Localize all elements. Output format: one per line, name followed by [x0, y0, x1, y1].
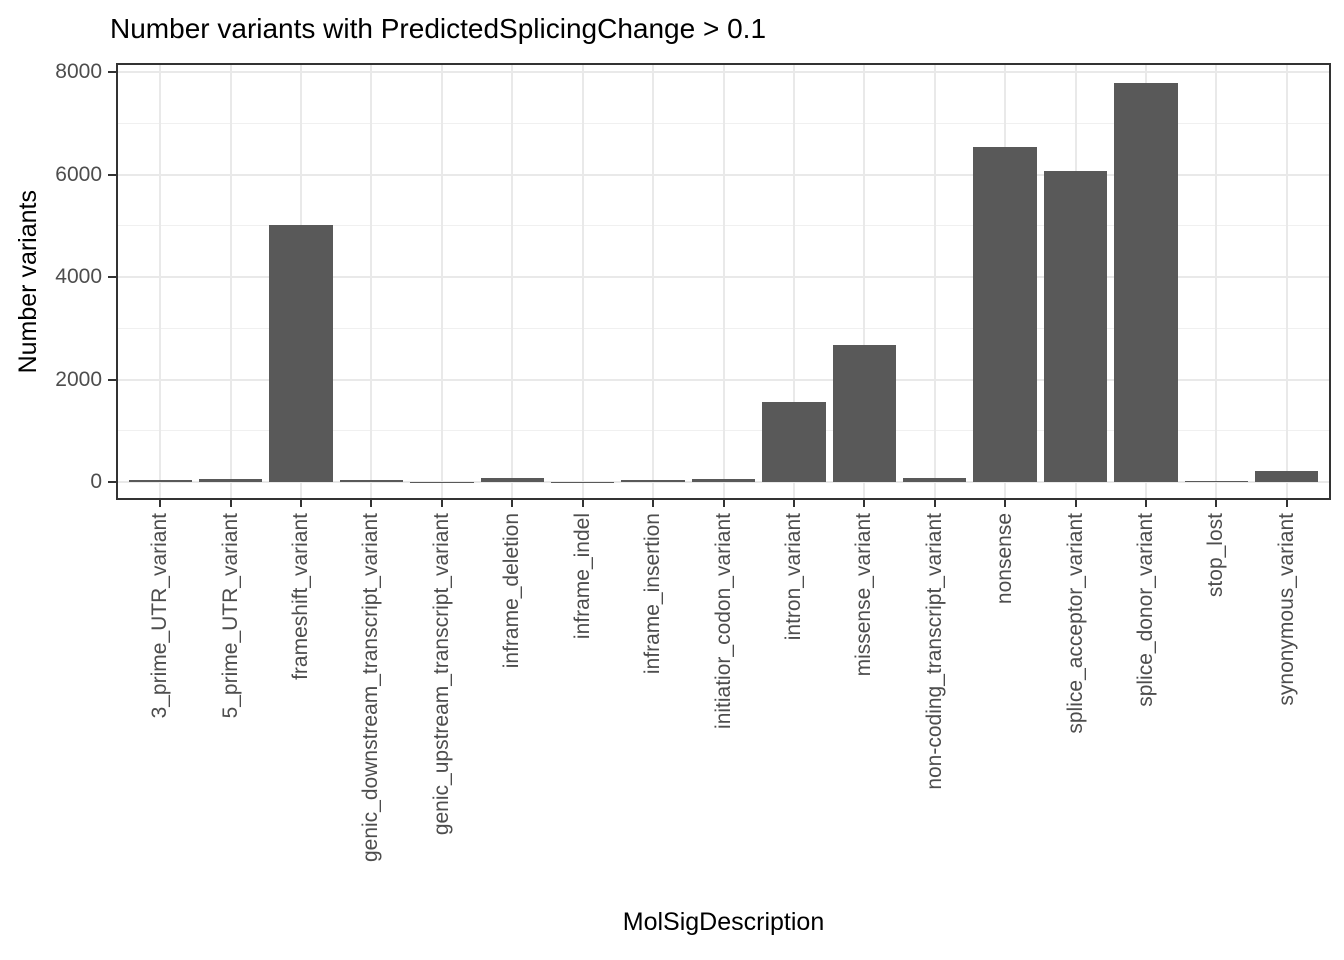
x-tick-label-text: splice_acceptor_variant	[1063, 513, 1087, 734]
v-gridline	[229, 65, 232, 498]
x-tick	[1285, 500, 1288, 507]
bar-nonsense	[973, 146, 1037, 482]
x-tick-label-text: stop_lost	[1204, 513, 1228, 598]
v-gridline	[581, 65, 584, 498]
v-gridline	[1215, 65, 1218, 498]
plot-panel	[116, 63, 1331, 500]
bar-stop_lost	[1184, 480, 1249, 482]
x-tick	[863, 500, 866, 507]
x-tick	[511, 500, 514, 507]
bar-5_prime_UTR_variant	[198, 479, 263, 482]
bar-inframe_deletion	[480, 477, 544, 482]
x-tick	[159, 500, 162, 507]
x-tick-label-text: synonymous_variant	[1274, 513, 1298, 706]
v-gridline	[370, 65, 373, 498]
y-tick	[108, 173, 116, 176]
v-gridline	[652, 65, 655, 498]
x-tick	[440, 500, 443, 507]
v-gridline	[159, 65, 162, 498]
y-tick-label: 6000	[55, 162, 102, 186]
x-tick-label-text: nonsense	[993, 513, 1017, 605]
x-tick	[1215, 500, 1218, 507]
y-tick	[108, 276, 116, 278]
x-tick-label-text: genic_upstream_transcript_variant	[429, 513, 453, 836]
y-tick-label: 2000	[55, 367, 102, 391]
x-tick-label-text: inframe_indel	[570, 513, 594, 640]
chart-title: Number variants with PredictedSplicingCh…	[110, 13, 767, 44]
x-tick	[370, 500, 373, 507]
x-tick	[581, 500, 584, 507]
x-tick	[1004, 500, 1007, 507]
v-gridline	[792, 65, 795, 498]
x-tick	[1074, 500, 1077, 507]
bar-3_prime_UTR_variant	[128, 480, 192, 482]
bar-intron_variant	[762, 401, 826, 482]
x-tick-label-text: missense_variant	[852, 513, 876, 677]
v-gridline	[722, 65, 725, 498]
x-axis-title: MolSigDescription	[622, 908, 825, 936]
v-gridline	[440, 65, 443, 498]
y-tick	[108, 71, 116, 73]
v-gridline	[1285, 65, 1288, 498]
y-tick-label: 8000	[55, 60, 102, 83]
y-tick	[108, 481, 116, 483]
x-tick	[300, 500, 303, 507]
bar-initiatior_codon_variant	[691, 478, 756, 482]
x-tick	[652, 500, 655, 507]
v-gridline	[933, 65, 936, 498]
bar-synonymous_variant	[1255, 470, 1319, 482]
x-tick-label-text: inframe_insertion	[641, 513, 665, 675]
v-gridline	[511, 65, 514, 498]
x-tick-label-text: splice_donor_variant	[1133, 513, 1157, 707]
bar-splice_acceptor_variant	[1043, 171, 1108, 482]
x-tick-label-text: inframe_deletion	[500, 513, 524, 669]
bar-splice_donor_variant	[1114, 83, 1178, 482]
x-tick-label-text: frameshift_variant	[289, 513, 313, 680]
bar-genic_downstream_transcript_variant	[339, 480, 404, 482]
x-tick-label-text: non-coding_transcript_variant	[922, 513, 946, 790]
bar-missense_variant	[832, 345, 896, 482]
bar-frameshift_variant	[269, 224, 333, 482]
x-tick	[1144, 500, 1147, 507]
x-tick-label-text: genic_downstream_transcript_variant	[359, 513, 383, 863]
y-tick-label: 4000	[55, 265, 102, 288]
x-tick-label-text: intron_variant	[781, 513, 805, 641]
y-tick	[108, 378, 116, 381]
v-gridline	[863, 65, 866, 498]
bar-non-coding_transcript_variant	[903, 478, 967, 482]
bar-inframe_insertion	[621, 480, 685, 482]
y-tick-label: 0	[90, 470, 102, 493]
x-tick-label-text: 5_prime_UTR_variant	[218, 513, 242, 719]
x-tick	[792, 500, 795, 507]
x-tick	[722, 500, 725, 507]
x-tick-label-text: 3_prime_UTR_variant	[148, 513, 172, 719]
x-tick	[229, 500, 232, 507]
x-tick	[933, 500, 936, 507]
x-tick-label-text: initiatior_codon_variant	[711, 513, 735, 729]
